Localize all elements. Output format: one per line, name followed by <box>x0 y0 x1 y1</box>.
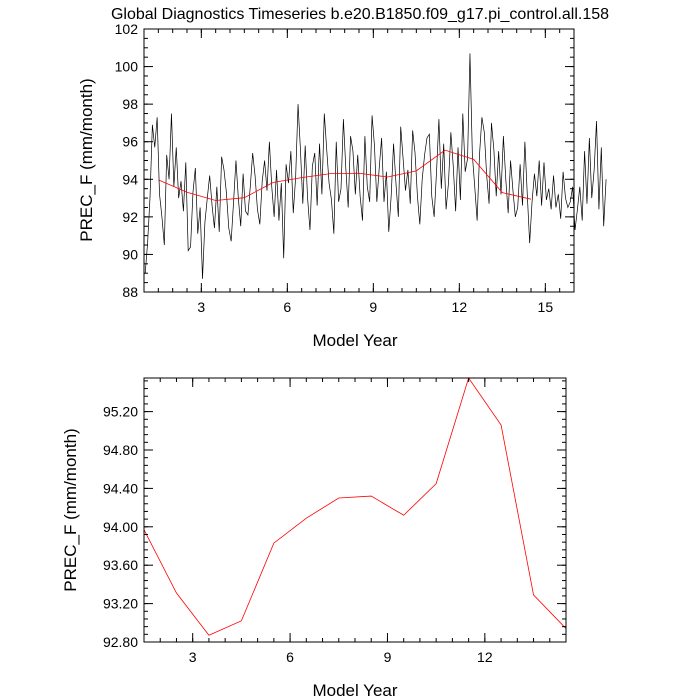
y-tick-label: 96 <box>122 134 138 150</box>
y-tick-label: 94.80 <box>103 442 138 458</box>
x-tick-label: 15 <box>538 299 554 315</box>
annual-mean-line <box>143 377 567 636</box>
x-tick-label: 9 <box>384 649 392 665</box>
x-tick-label: 9 <box>369 299 377 315</box>
x-tick-label: 3 <box>189 649 197 665</box>
x-tick-label: 6 <box>286 649 294 665</box>
x-tick-label: 12 <box>477 649 493 665</box>
annual-mean-panel: 3 6 9 12 92.80 93.20 93.60 94.00 94.40 94.80 95.20… <box>61 377 567 700</box>
axes-group: 3 6 9 12 92.80 93.20 93.60 94.00 94.40 94.80 95.20 <box>103 377 567 665</box>
y-tick-label: 100 <box>115 59 139 75</box>
x-axis-title: Model Year <box>312 681 397 700</box>
y-tick-label: 93.60 <box>103 557 138 573</box>
y-tick-label: 92.80 <box>103 634 138 650</box>
y-tick-label: 94.00 <box>103 519 138 535</box>
plot-frame <box>143 377 567 643</box>
series-group <box>144 53 607 279</box>
x-tick-label: 6 <box>283 299 291 315</box>
y-tick-label: 95.20 <box>103 404 138 420</box>
y-axis-title: PREC_F (mm/month) <box>77 78 96 241</box>
x-axis-title: Model Year <box>312 331 397 350</box>
annual-mean-line <box>158 149 532 201</box>
x-tick-label: 12 <box>452 299 468 315</box>
monthly-timeseries-panel: 3 6 9 12 15 88 90 92 94 96 98 100 102 Model Year PRE… <box>77 21 607 350</box>
axes-group: 3 6 9 12 15 88 90 92 94 96 98 100 102 <box>115 21 575 315</box>
y-axis-title: PREC_F (mm/month) <box>61 428 80 591</box>
y-tick-label: 94.40 <box>103 480 138 496</box>
monthly-series-line <box>144 53 607 279</box>
series-group <box>143 377 567 636</box>
y-tick-label: 90 <box>122 246 138 262</box>
figure-title: Global Diagnostics Timeseries b.e20.B185… <box>111 6 609 23</box>
y-tick-label: 102 <box>115 21 139 37</box>
plot-frame <box>143 28 575 293</box>
y-tick-label: 88 <box>122 284 138 300</box>
y-tick-label: 93.20 <box>103 596 138 612</box>
y-tick-label: 98 <box>122 96 138 112</box>
y-tick-label: 92 <box>122 209 138 225</box>
y-tick-label: 94 <box>122 171 138 187</box>
x-tick-label: 3 <box>197 299 205 315</box>
